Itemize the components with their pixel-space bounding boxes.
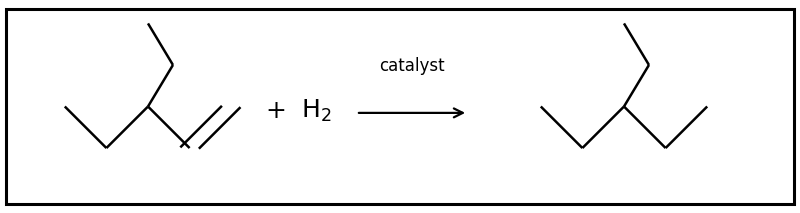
Text: catalyst: catalyst (379, 56, 445, 75)
Text: +: + (266, 99, 286, 123)
Text: H$_2$: H$_2$ (301, 98, 331, 124)
